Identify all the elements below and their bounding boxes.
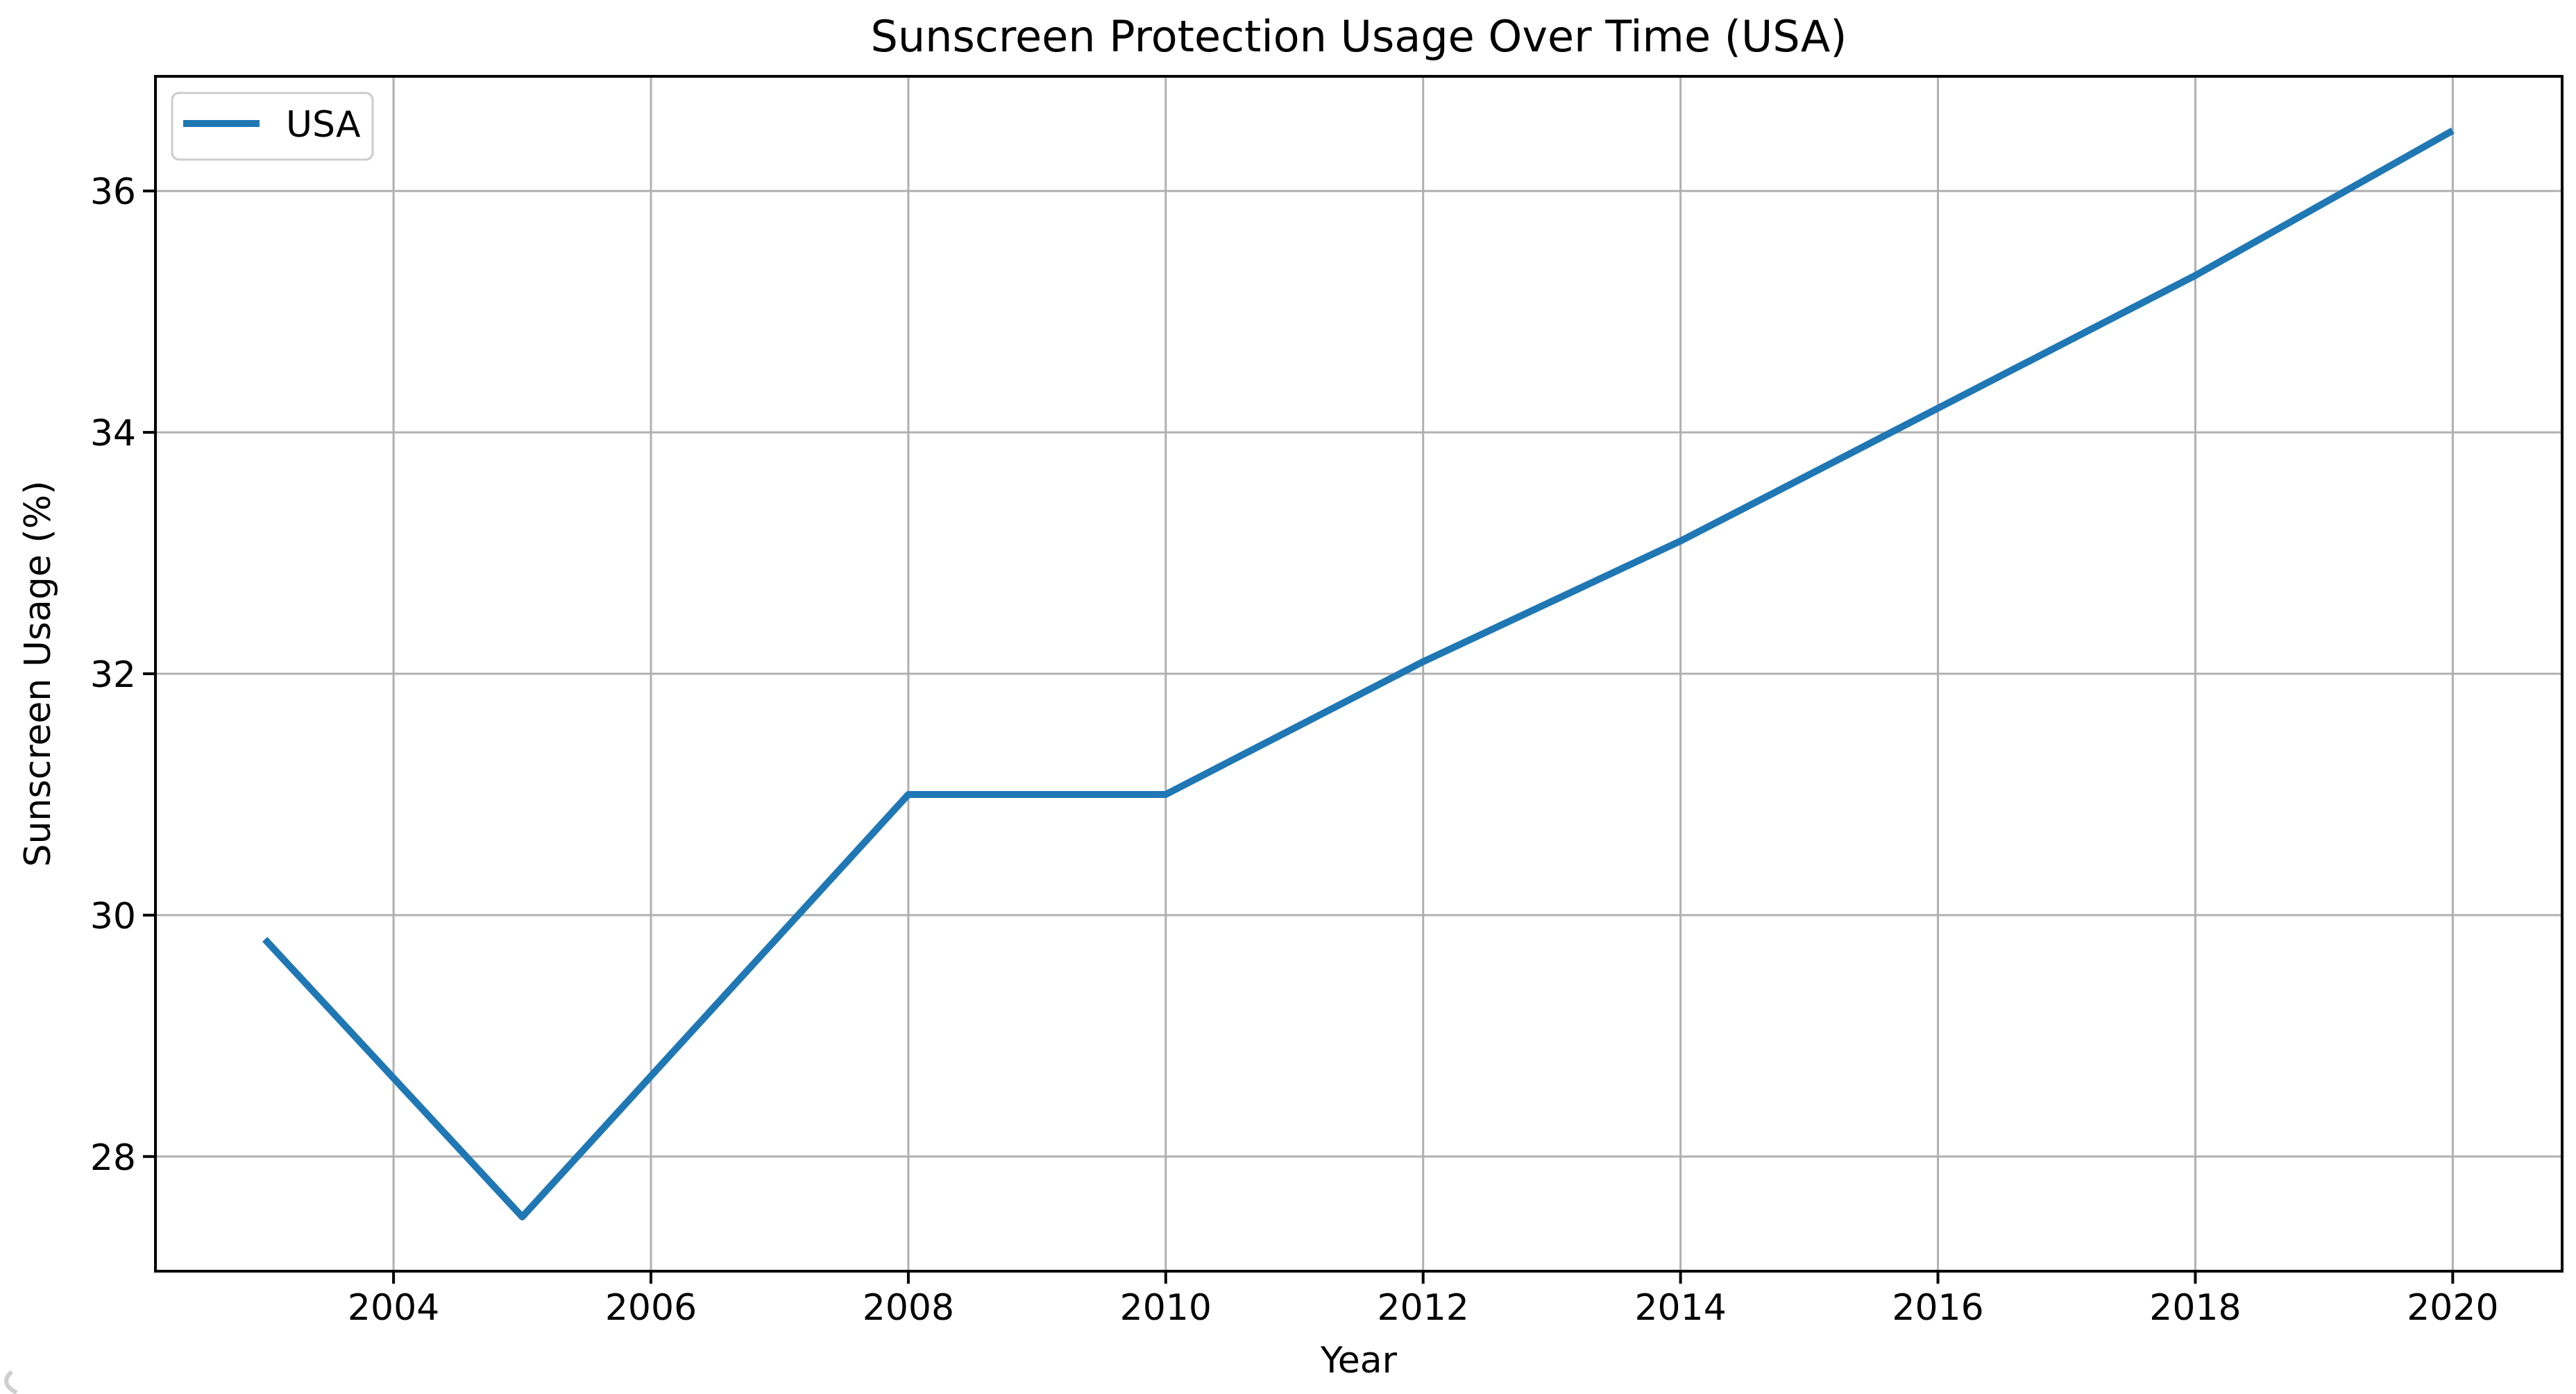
x-tick-label: 2014 [1634, 1287, 1726, 1329]
y-tick-labels: 28 30 32 34 36 [90, 171, 136, 1179]
x-tick-label: 2004 [348, 1287, 439, 1329]
legend-box [171, 92, 374, 161]
y-tick-label: 30 [90, 896, 136, 937]
x-tick-label: 2010 [1120, 1287, 1212, 1329]
gridlines [155, 76, 2562, 1271]
y-tick-label: 28 [90, 1137, 136, 1179]
x-tick-label: 2018 [2149, 1287, 2241, 1329]
tick-marks [143, 189, 2455, 1284]
x-tick-label: 2016 [1892, 1287, 1983, 1329]
x-tick-label: 2008 [863, 1287, 954, 1329]
stray-mark [4, 1370, 18, 1394]
legend: USA [171, 92, 374, 161]
y-tick-label: 32 [90, 654, 136, 696]
chart-title: Sunscreen Protection Usage Over Time (US… [871, 11, 1847, 62]
usa-series-line [262, 127, 2455, 1221]
x-axis-label: Year [1320, 1340, 1398, 1382]
x-tick-label: 2020 [2407, 1287, 2498, 1329]
y-tick-label: 36 [90, 171, 136, 213]
x-tick-label: 2012 [1378, 1287, 1469, 1329]
y-tick-label: 34 [90, 413, 136, 454]
plot-border [154, 75, 2564, 1273]
x-tick-label: 2006 [605, 1287, 697, 1329]
y-axis-label: Sunscreen Usage (%) [17, 481, 59, 867]
legend-label-usa: USA [286, 104, 361, 146]
x-tick-labels: 2004 2006 2008 2010 2012 2014 2016 2018 2020 [348, 1287, 2499, 1329]
